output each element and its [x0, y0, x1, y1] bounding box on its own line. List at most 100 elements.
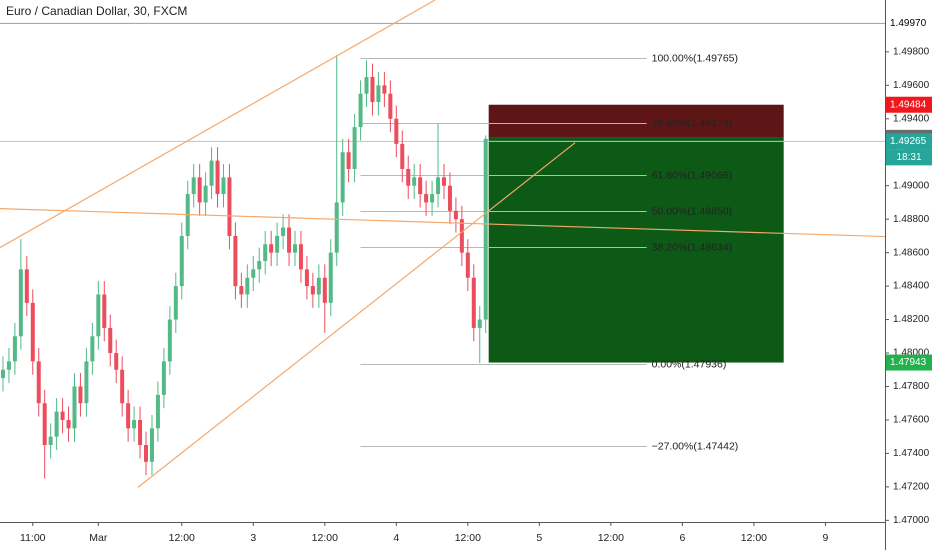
candle-body — [12, 336, 17, 362]
candle-body — [471, 277, 476, 328]
candle-body — [388, 93, 393, 119]
stop-zone — [488, 104, 784, 138]
candle-body — [42, 403, 47, 446]
candle-body — [209, 160, 214, 186]
candle-body — [6, 361, 11, 370]
candle-body — [149, 428, 154, 462]
candle-body — [364, 76, 369, 94]
candle-body — [84, 361, 89, 404]
candle-body — [400, 143, 405, 169]
candle-body — [441, 177, 446, 186]
candle-body — [30, 302, 35, 362]
candle-body — [334, 202, 339, 253]
candle-body — [60, 411, 65, 420]
candle-body — [203, 185, 208, 203]
candle-body — [352, 127, 357, 169]
candle-body — [66, 419, 71, 429]
candle-body — [167, 319, 172, 362]
y-tick-label: 1.48800 — [893, 214, 930, 225]
y-tick-label: 1.49800 — [893, 47, 930, 58]
candle-body — [126, 403, 131, 429]
y-tick-label: 1.48000 — [893, 348, 930, 359]
candle-body — [257, 261, 262, 270]
candle-body — [96, 294, 101, 337]
trendline — [0, 0, 436, 249]
candle-body — [18, 269, 23, 337]
plot-area: 100.00%(1.49765) 78.60%(1.49374) 61.80%(1.… — [0, 0, 886, 488]
candle-body — [24, 269, 29, 303]
target-zone — [488, 137, 784, 363]
y-tick-label: 1.49600 — [893, 80, 930, 91]
candle-body — [293, 244, 297, 253]
trendline — [137, 142, 576, 488]
countdown: 18:31 — [896, 152, 921, 163]
candle-body — [394, 118, 399, 144]
countdown-bg — [886, 149, 932, 166]
price-tag — [886, 354, 932, 371]
fib-label: 38.20%(1.48634) — [652, 241, 733, 253]
fib-label: −27.00%(1.47442) — [652, 440, 739, 452]
candle-body — [161, 361, 166, 395]
candle-body — [239, 286, 244, 295]
candle-body — [382, 85, 387, 94]
chart-title: Euro / Canadian Dollar, 30, FXCM — [6, 4, 187, 18]
trendline — [0, 208, 886, 238]
x-tick-label: 5 — [536, 532, 542, 544]
y-tick-label: 1.47600 — [893, 415, 930, 426]
candle-body — [132, 419, 137, 429]
candle-body — [304, 269, 309, 287]
candle-body — [328, 252, 333, 303]
fib-label: 0.00%(1.47936) — [652, 358, 727, 370]
candle-body — [465, 252, 470, 278]
candle-body — [120, 369, 125, 404]
x-tick-label: 12:00 — [598, 532, 624, 544]
price-tag — [886, 15, 932, 32]
candle-body — [90, 336, 95, 362]
candle-body — [102, 294, 107, 328]
candle-body — [251, 269, 256, 278]
candle-body — [54, 411, 59, 437]
candle-body — [179, 235, 184, 287]
candle-body — [298, 244, 303, 270]
x-tick-label: 12:00 — [312, 532, 338, 544]
candle-body — [108, 327, 113, 354]
x-tick-label: Mar — [89, 532, 108, 544]
candle-body — [197, 177, 202, 203]
y-tick-label: 1.47000 — [893, 515, 930, 526]
candle-body — [346, 152, 351, 169]
x-tick-label: 9 — [822, 532, 828, 544]
candle-body — [155, 394, 160, 429]
candle-body — [316, 277, 321, 295]
candle-body — [215, 160, 220, 195]
candle-body — [138, 419, 143, 446]
candle-body — [72, 386, 77, 429]
candle-body — [483, 138, 488, 320]
candle-body — [36, 361, 41, 404]
x-tick-label: 12:00 — [455, 532, 481, 544]
candle-body — [453, 210, 458, 220]
price-tag — [886, 96, 932, 113]
candle-body — [412, 177, 417, 186]
x-tick-label: 6 — [679, 532, 685, 544]
candle-body — [340, 152, 345, 203]
candle-body — [245, 277, 250, 295]
price-tag-label: 1.49484 — [890, 99, 927, 110]
price-tag-label: 1.47943 — [890, 357, 927, 368]
candle-body — [370, 76, 375, 103]
y-tick-label: 1.49000 — [893, 180, 930, 191]
candle-body — [406, 168, 411, 186]
x-tick-label: 11:00 — [20, 532, 46, 544]
candle-body — [191, 177, 196, 195]
candle-body — [358, 93, 363, 128]
fib-label: 61.80%(1.49066) — [652, 169, 733, 181]
candle-body — [477, 319, 482, 328]
y-tick-label: 1.49400 — [893, 113, 930, 124]
candle-body — [269, 244, 274, 253]
candle-body — [281, 227, 286, 236]
candle-body — [447, 185, 452, 211]
candle-body — [430, 194, 435, 203]
fib-label: 78.60%(1.49374) — [652, 117, 733, 129]
x-tick-label: 12:00 — [169, 532, 195, 544]
